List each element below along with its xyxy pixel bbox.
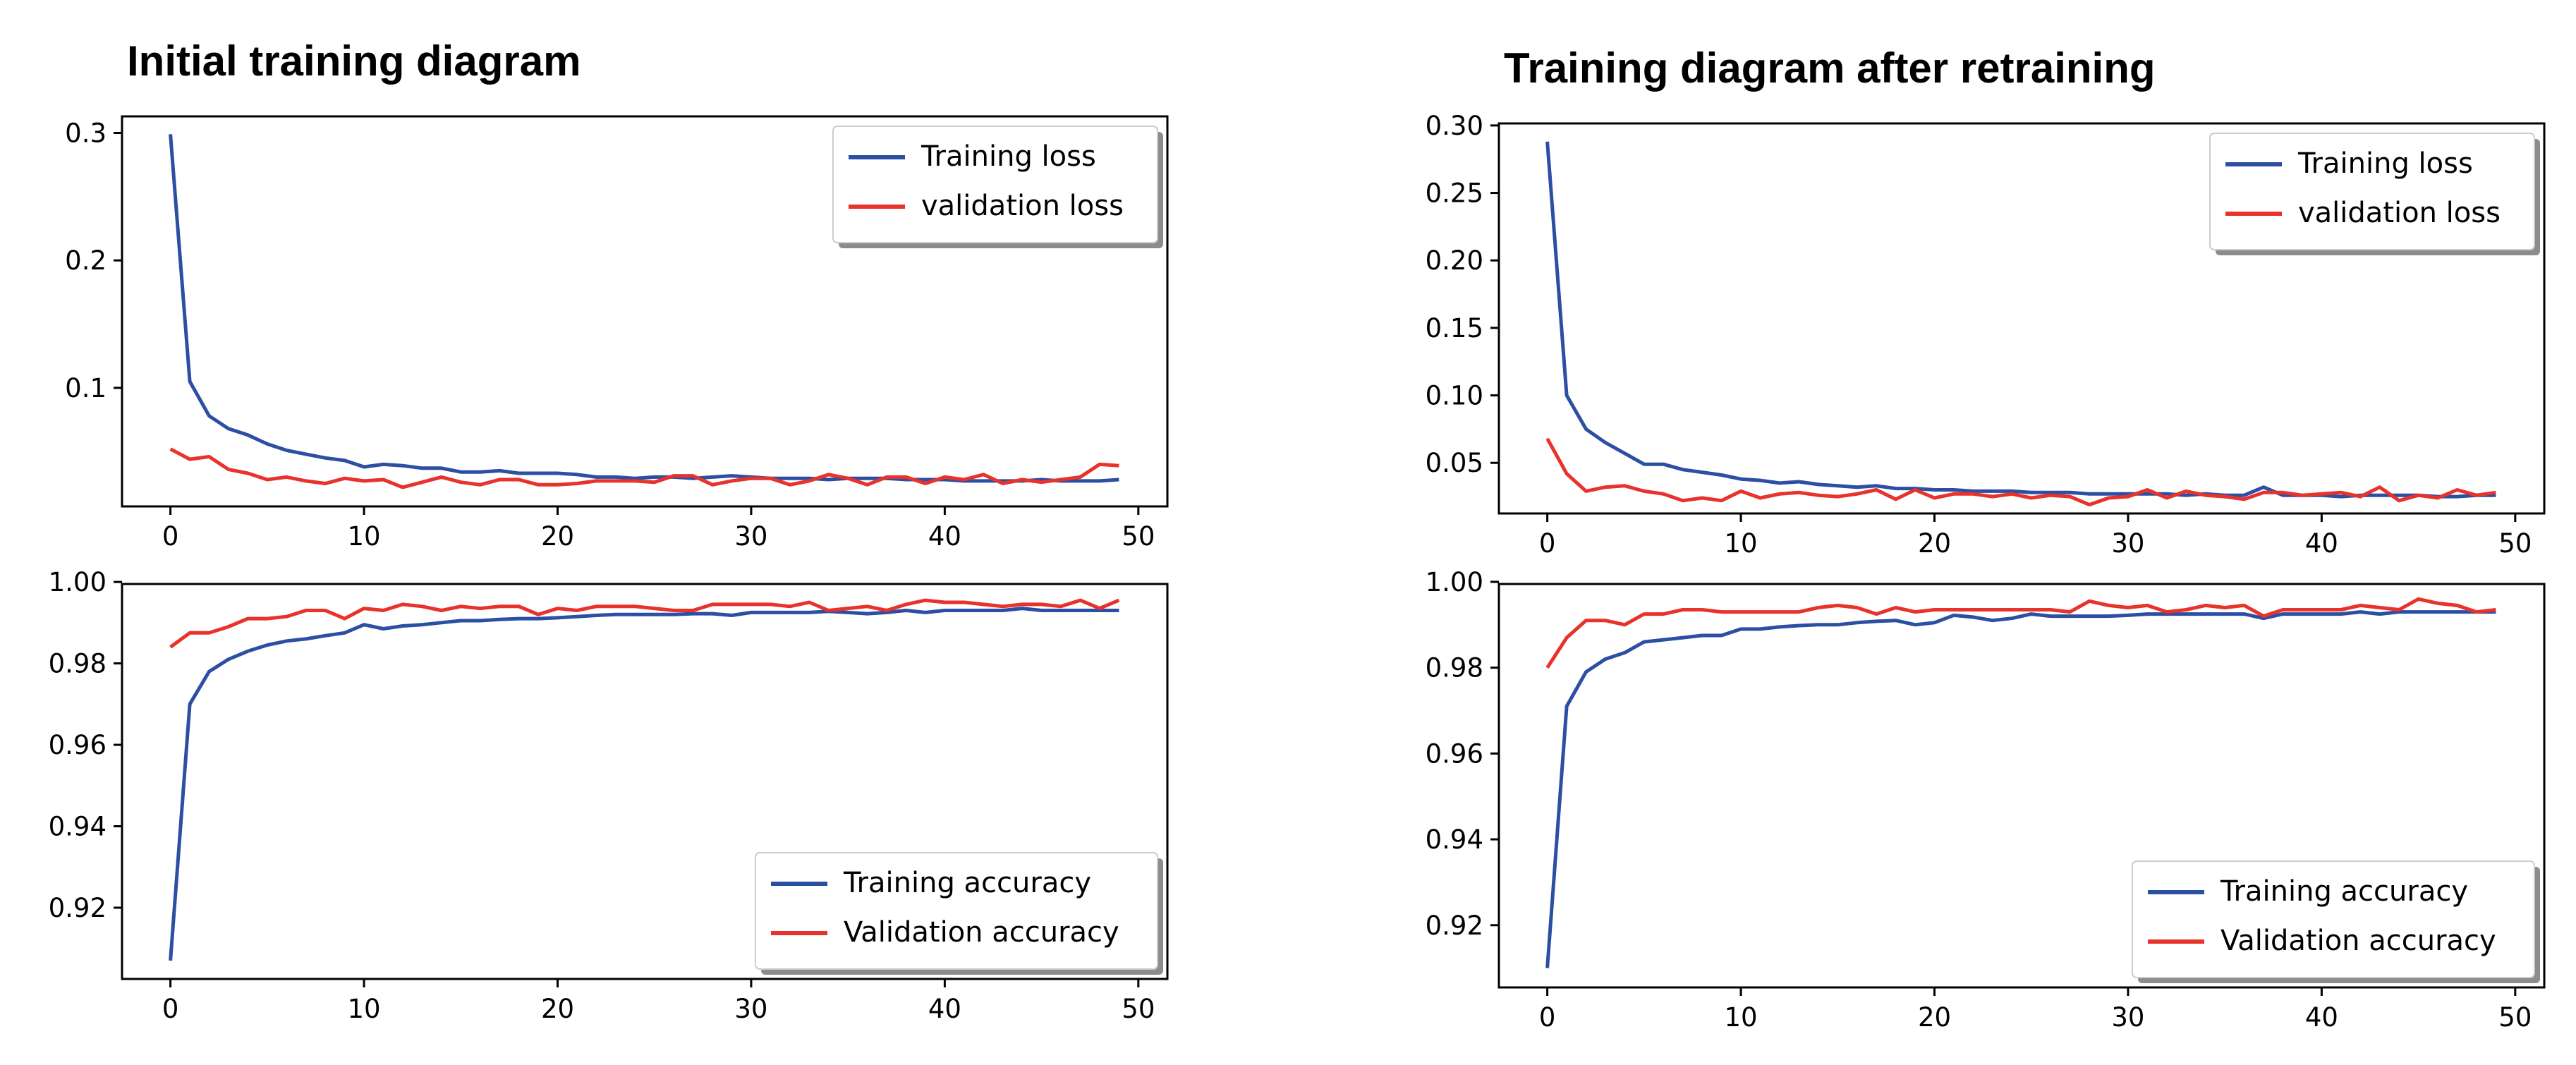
retrained-accuracy-axes-frame xyxy=(1497,583,2546,989)
retrained-loss-training-line xyxy=(1545,141,2496,499)
initial-loss-xtick-label: 0 xyxy=(162,521,179,552)
initial-accuracy-xtick-label: 40 xyxy=(928,994,961,1024)
initial-accuracy-ytick-label: 0.94 xyxy=(49,812,107,842)
initial-accuracy-xtick-label: 10 xyxy=(348,994,381,1024)
retrained-accuracy-training-line xyxy=(1545,610,2496,968)
initial-loss-legend-label-training: Training loss xyxy=(921,140,1096,173)
initial-accuracy-legend-box xyxy=(755,852,1158,970)
initial-accuracy-ytick-label: 0.92 xyxy=(49,893,107,923)
retrained-loss-legend: Training loss validation loss xyxy=(2209,133,2540,255)
retrained-accuracy-validation-line xyxy=(1545,597,2496,669)
initial-accuracy-legend-label-training: Training accuracy xyxy=(843,867,1091,899)
retrained-loss-ytick-label: 0.15 xyxy=(1426,313,1483,343)
retrained-accuracy-xtick-label: 40 xyxy=(2305,1002,2338,1033)
retrained-loss-xtick-label: 40 xyxy=(2305,528,2338,559)
initial-loss-validation-line xyxy=(169,447,1119,489)
retrained-loss-xtick-label: 30 xyxy=(2111,528,2144,559)
retrained-accuracy-ytick-label: 0.94 xyxy=(1426,824,1483,855)
retrained-accuracy-xtick-label: 10 xyxy=(1725,1002,1758,1033)
initial-accuracy-axes-frame xyxy=(121,583,1169,980)
retrained-loss-axes-frame xyxy=(1497,122,2546,515)
initial-accuracy-chart: 0 10 20 30 40 50 0.92 0.94 0.96 0.98 1.00 Training … xyxy=(49,567,1169,1024)
initial-loss-axes-frame xyxy=(121,115,1169,508)
right-panel-title: Training diagram after retraining xyxy=(1504,44,2156,92)
retrained-accuracy-ytick-label: 0.92 xyxy=(1426,911,1483,941)
retrained-loss-ytick-label: 0.25 xyxy=(1426,178,1483,209)
retrained-accuracy-ytick-label: 0.98 xyxy=(1426,653,1483,683)
initial-loss-xtick-label: 10 xyxy=(348,521,381,552)
initial-accuracy-xtick-label: 20 xyxy=(541,994,574,1024)
initial-loss-chart: 0 10 20 30 40 50 0.1 0.2 0.3 Training loss validat… xyxy=(65,115,1169,552)
retrained-loss-validation-line xyxy=(1545,437,2496,507)
initial-accuracy-xtick-label: 30 xyxy=(734,994,767,1024)
retrained-accuracy-xtick-label: 0 xyxy=(1539,1002,1556,1033)
retrained-accuracy-xtick-label: 50 xyxy=(2498,1002,2532,1033)
retrained-loss-ytick-label: 0.10 xyxy=(1426,381,1483,411)
initial-loss-ytick-label: 0.3 xyxy=(65,118,107,148)
retrained-loss-xtick-label: 20 xyxy=(1918,528,1951,559)
retrained-accuracy-xtick-label: 20 xyxy=(1918,1002,1951,1033)
initial-loss-legend-box xyxy=(832,126,1158,243)
initial-accuracy-training-line xyxy=(169,607,1119,961)
initial-accuracy-xtick-label: 0 xyxy=(162,994,179,1024)
retrained-loss-chart: 0 10 20 30 40 50 0.05 0.10 0.15 0.20 0.25 0.30 Train… xyxy=(1426,111,2546,559)
initial-accuracy-validation-line xyxy=(169,598,1120,649)
retrained-loss-xtick-label: 50 xyxy=(2498,528,2532,559)
retrained-accuracy-ytick-label: 1.00 xyxy=(1426,567,1483,597)
initial-accuracy-legend: Training accuracy Validation accuracy xyxy=(755,852,1163,975)
retrained-accuracy-legend: Training accuracy Validation accuracy xyxy=(2132,860,2540,983)
initial-accuracy-ytick-label: 0.96 xyxy=(49,730,107,760)
initial-accuracy-ytick-label: 1.00 xyxy=(49,567,107,597)
retrained-accuracy-legend-label-validation: Validation accuracy xyxy=(2220,925,2496,957)
initial-accuracy-xtick-label: 50 xyxy=(1122,994,1155,1024)
retrained-accuracy-chart: 0 10 20 30 40 50 0.92 0.94 0.96 0.98 1.00 Training … xyxy=(1426,567,2546,1033)
retrained-accuracy-xtick-label: 30 xyxy=(2111,1002,2144,1033)
initial-accuracy-ytick-label: 0.98 xyxy=(49,649,107,679)
retrained-loss-legend-box xyxy=(2209,133,2535,250)
retrained-loss-legend-label-validation: validation loss xyxy=(2298,197,2501,229)
initial-loss-xtick-label: 50 xyxy=(1122,521,1155,552)
retrained-loss-ytick-label: 0.05 xyxy=(1426,448,1483,478)
initial-loss-xtick-label: 40 xyxy=(928,521,961,552)
initial-loss-legend-label-validation: validation loss xyxy=(921,190,1124,222)
initial-loss-ytick-label: 0.1 xyxy=(65,373,107,403)
retrained-accuracy-ytick-label: 0.96 xyxy=(1426,738,1483,769)
retrained-loss-xtick-label: 0 xyxy=(1539,528,1556,559)
retrained-loss-ytick-label: 0.20 xyxy=(1426,245,1483,276)
initial-loss-ytick-label: 0.2 xyxy=(65,245,107,276)
initial-loss-xtick-label: 30 xyxy=(734,521,767,552)
left-panel-title: Initial training diagram xyxy=(127,37,581,85)
initial-loss-xtick-label: 20 xyxy=(541,521,574,552)
initial-accuracy-legend-label-validation: Validation accuracy xyxy=(844,916,1119,949)
retrained-accuracy-legend-box xyxy=(2132,860,2535,978)
retrained-loss-xtick-label: 10 xyxy=(1725,528,1758,559)
initial-loss-legend: Training loss validation loss xyxy=(832,126,1163,248)
retrained-loss-ytick-label: 0.30 xyxy=(1426,111,1483,141)
retrained-accuracy-legend-label-training: Training accuracy xyxy=(2220,875,2468,908)
retrained-loss-legend-label-training: Training loss xyxy=(2297,147,2473,180)
